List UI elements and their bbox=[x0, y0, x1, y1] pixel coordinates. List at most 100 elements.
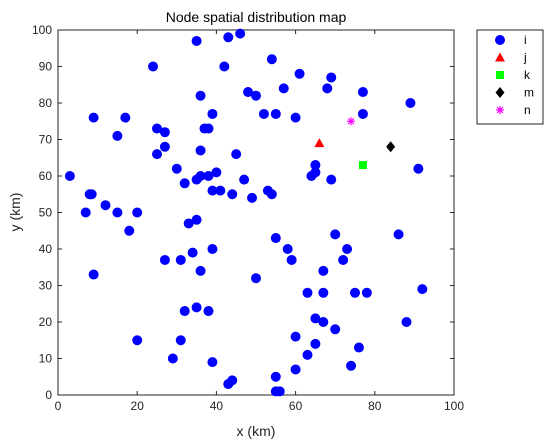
y-tick-label: 30 bbox=[39, 279, 53, 293]
point-i bbox=[152, 123, 162, 134]
point-i bbox=[294, 68, 305, 79]
point-i bbox=[266, 189, 277, 200]
y-tick-label: 0 bbox=[45, 388, 52, 402]
legend-entry-n: n bbox=[496, 103, 531, 117]
point-i bbox=[270, 108, 281, 119]
legend-entry-i: i bbox=[495, 33, 527, 47]
point-i bbox=[179, 306, 190, 317]
point-i bbox=[227, 189, 238, 200]
point-i bbox=[353, 342, 364, 353]
point-i bbox=[290, 364, 301, 375]
point-i bbox=[215, 185, 226, 196]
point-i bbox=[270, 371, 281, 382]
legend-entry-j: j bbox=[495, 51, 527, 65]
x-tick-label: 40 bbox=[210, 399, 224, 413]
point-i bbox=[112, 130, 123, 141]
x-axis-label: x (km) bbox=[237, 423, 276, 439]
point-i bbox=[191, 214, 202, 225]
legend-label-i: i bbox=[524, 33, 527, 47]
legend-marker-m bbox=[495, 87, 505, 98]
point-i bbox=[310, 313, 321, 324]
point-i bbox=[361, 287, 372, 298]
point-i bbox=[330, 324, 341, 335]
y-tick-label: 70 bbox=[39, 133, 53, 147]
legend-marker-n bbox=[496, 106, 504, 114]
point-i bbox=[318, 265, 329, 276]
point-i bbox=[100, 200, 111, 211]
point-i bbox=[207, 108, 218, 119]
x-tick-label: 20 bbox=[131, 399, 145, 413]
point-i bbox=[266, 54, 277, 65]
point-i bbox=[318, 317, 329, 327]
point-i bbox=[342, 244, 353, 254]
y-tick-label: 100 bbox=[32, 23, 52, 37]
legend-label-m: m bbox=[524, 86, 534, 100]
data-points bbox=[64, 28, 428, 397]
point-i bbox=[167, 353, 178, 364]
point-m bbox=[386, 141, 396, 153]
point-i bbox=[183, 218, 194, 229]
point-i bbox=[326, 174, 337, 185]
point-i bbox=[318, 287, 329, 298]
legend-marker-k bbox=[496, 71, 504, 79]
point-i bbox=[326, 72, 337, 83]
point-i bbox=[274, 386, 285, 397]
point-i bbox=[235, 28, 246, 39]
y-axis-label: y (km) bbox=[7, 193, 23, 232]
point-i bbox=[120, 112, 131, 123]
point-i bbox=[330, 229, 341, 240]
y-tick-label: 80 bbox=[39, 96, 53, 110]
point-i bbox=[112, 207, 123, 218]
point-i bbox=[195, 265, 206, 276]
y-tick-label: 20 bbox=[39, 315, 53, 329]
point-i bbox=[286, 254, 297, 265]
x-tick-label: 0 bbox=[55, 399, 62, 413]
point-i bbox=[86, 189, 97, 200]
point-i bbox=[350, 287, 360, 298]
point-i bbox=[171, 163, 182, 174]
legend-entry-k: k bbox=[496, 68, 531, 82]
point-i bbox=[219, 61, 230, 72]
point-i bbox=[413, 163, 424, 174]
point-i bbox=[203, 306, 214, 317]
point-i bbox=[175, 335, 186, 346]
y-tick-label: 60 bbox=[39, 169, 53, 183]
point-i bbox=[88, 112, 99, 123]
point-j bbox=[314, 138, 325, 148]
legend-label-n: n bbox=[524, 103, 531, 117]
point-i bbox=[159, 127, 170, 138]
point-i bbox=[203, 171, 214, 181]
point-i bbox=[179, 178, 190, 189]
x-tick-label: 60 bbox=[289, 399, 303, 413]
x-tick-label: 100 bbox=[444, 399, 464, 413]
point-i bbox=[310, 167, 321, 178]
y-tick-label: 10 bbox=[39, 352, 53, 366]
point-i bbox=[124, 225, 135, 236]
x-tick-label: 80 bbox=[368, 399, 382, 413]
point-k bbox=[358, 161, 367, 170]
point-i bbox=[132, 207, 143, 218]
point-i bbox=[338, 254, 349, 265]
series-n bbox=[347, 117, 356, 126]
point-i bbox=[152, 149, 162, 160]
chart-title: Node spatial distribution map bbox=[166, 9, 347, 25]
point-i bbox=[207, 244, 218, 254]
point-i bbox=[278, 83, 289, 94]
point-i bbox=[132, 335, 143, 346]
point-i bbox=[88, 269, 99, 280]
point-i bbox=[258, 108, 269, 119]
point-i bbox=[211, 167, 222, 178]
y-tick-label: 40 bbox=[39, 242, 53, 256]
point-i bbox=[195, 145, 206, 156]
point-i bbox=[302, 287, 313, 298]
point-i bbox=[159, 141, 170, 152]
point-i bbox=[159, 254, 170, 265]
point-i bbox=[203, 123, 214, 134]
point-i bbox=[357, 87, 368, 98]
legend-label-j: j bbox=[523, 51, 527, 65]
point-i bbox=[191, 302, 202, 313]
legend-marker-i bbox=[495, 35, 505, 45]
legend-entry-m: m bbox=[495, 86, 534, 100]
point-i bbox=[346, 360, 357, 371]
